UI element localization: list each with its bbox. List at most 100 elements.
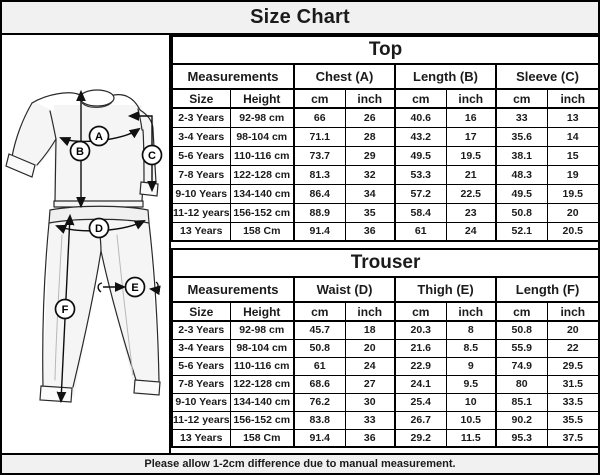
table-cell: 74.9 — [495, 356, 548, 376]
table-cell: 17 — [445, 126, 497, 147]
table-cell: 35.6 — [495, 126, 548, 147]
column-header: cm — [394, 88, 447, 109]
table-cell: 40.6 — [394, 107, 447, 128]
column-header: Size — [171, 301, 231, 322]
svg-text:A: A — [95, 131, 103, 143]
label-a-marker: A — [88, 125, 110, 147]
svg-text:D: D — [95, 223, 103, 235]
table-cell: 21.6 — [394, 338, 447, 358]
table-row: 11-12 years 156-152 cm 83.8 33 26.7 10.5 90.2 3… — [171, 410, 600, 430]
column-header: cm — [495, 88, 548, 109]
table-cell: 57.2 — [394, 183, 447, 204]
group-header-row: Measurements Chest (A) Length (B) Sleeve… — [171, 63, 600, 90]
table-cell: 7-8 Years — [171, 374, 231, 394]
collar — [79, 89, 115, 107]
table-cell: 50.8 — [495, 202, 548, 223]
table-cell: 5-6 Years — [171, 145, 231, 166]
table-cell: 34 — [344, 183, 396, 204]
table-title-row: Top — [171, 35, 600, 65]
sub-header-row: Size Height cm inch cm inch cm inch — [171, 301, 600, 322]
column-group-length: Length (F) — [494, 276, 600, 303]
table-cell: 85.1 — [495, 392, 548, 412]
table-row: 5-6 Years 110-116 cm 61 24 22.9 9 74.9 29.5 — [171, 356, 600, 376]
table-cell: 20.5 — [546, 221, 600, 242]
table-cell: 15 — [546, 145, 600, 166]
table-cell: 8 — [445, 320, 497, 340]
table-cell: 9 — [445, 356, 497, 376]
table-cell: 91.4 — [293, 428, 346, 448]
title-bar: Size Chart — [2, 2, 598, 35]
table-row: 7-8 Years 122-128 cm 68.6 27 24.1 9.5 80 31.5 — [171, 374, 600, 394]
table-cell: 24 — [445, 221, 497, 242]
table-cell: 35.5 — [546, 410, 600, 430]
table-cell: 52.1 — [495, 221, 548, 242]
table-cell: 29.2 — [394, 428, 447, 448]
table-cell: 20.3 — [394, 320, 447, 340]
table-cell: 66 — [293, 107, 346, 128]
table-row: 3-4 Years 98-104 cm 50.8 20 21.6 8.5 55.9 22 — [171, 338, 600, 358]
table-cell: 50.8 — [293, 338, 346, 358]
column-header: inch — [445, 88, 497, 109]
thigh-arrow-left-hook — [97, 282, 103, 293]
table-title: Trouser — [171, 248, 600, 278]
label-c-marker: C — [141, 144, 163, 166]
table-cell: 45.7 — [293, 320, 346, 340]
table-cell: 13 Years — [171, 428, 231, 448]
table-title: Top — [171, 35, 600, 65]
table-cell: 92-98 cm — [229, 107, 295, 128]
table-cell: 22 — [546, 338, 600, 358]
table-cell: 58.4 — [394, 202, 447, 223]
table-cell: 11-12 years — [171, 202, 231, 223]
table-cell: 33 — [495, 107, 548, 128]
table-cell: 21 — [445, 164, 497, 185]
top-size-table: Top Measurements Chest (A) Length (B) Sl… — [171, 35, 600, 242]
table-cell: 24.1 — [394, 374, 447, 394]
table-cell: 134-140 cm — [229, 392, 295, 412]
svg-text:F: F — [62, 304, 69, 316]
table-cell: 3-4 Years — [171, 338, 231, 358]
table-cell: 10 — [445, 392, 497, 412]
table-cell: 20 — [546, 202, 600, 223]
thigh-arrow-right-hook — [148, 281, 161, 296]
table-cell: 28 — [344, 126, 396, 147]
label-f-marker: F — [54, 298, 76, 320]
table-cell: 19 — [546, 164, 600, 185]
column-group-sleeve: Sleeve (C) — [494, 63, 600, 90]
table-cell: 2-3 Years — [171, 320, 231, 340]
table-cell: 13 Years — [171, 221, 231, 242]
table-cell: 19.5 — [546, 183, 600, 204]
table-cell: 32 — [344, 164, 396, 185]
svg-text:B: B — [76, 146, 84, 158]
svg-text:E: E — [131, 282, 138, 294]
size-tables-area: Top Measurements Chest (A) Length (B) Sl… — [171, 35, 600, 453]
table-cell: 122-128 cm — [229, 164, 295, 185]
table-cell: 29 — [344, 145, 396, 166]
table-cell: 53.3 — [394, 164, 447, 185]
table-cell: 2-3 Years — [171, 107, 231, 128]
table-cell: 83.8 — [293, 410, 346, 430]
table-cell: 5-6 Years — [171, 356, 231, 376]
top-table-body: 2-3 Years 92-98 cm 66 26 40.6 16 33 13 3-4 Years… — [171, 107, 600, 242]
table-cell: 9-10 Years — [171, 183, 231, 204]
table-cell: 30 — [344, 392, 396, 412]
table-cell: 73.7 — [293, 145, 346, 166]
table-cell: 95.3 — [495, 428, 548, 448]
table-cell: 33.5 — [546, 392, 600, 412]
column-header: cm — [495, 301, 548, 322]
table-cell: 35 — [344, 202, 396, 223]
table-cell: 10.5 — [445, 410, 497, 430]
column-group-waist: Waist (D) — [293, 276, 396, 303]
column-group-measurements: Measurements — [171, 63, 295, 90]
table-cell: 36 — [344, 428, 396, 448]
table-cell: 31.5 — [546, 374, 600, 394]
table-cell: 156-152 cm — [229, 202, 295, 223]
table-cell: 22.9 — [394, 356, 447, 376]
table-cell: 38.1 — [495, 145, 548, 166]
table-cell: 20 — [344, 338, 396, 358]
table-row: 9-10 Years 134-140 cm 86.4 34 57.2 22.5 49.5 19… — [171, 183, 600, 204]
table-cell: 49.5 — [394, 145, 447, 166]
table-cell: 20 — [546, 320, 600, 340]
table-cell: 91.4 — [293, 221, 346, 242]
garment-diagram-panel: A B C D E F — [2, 35, 171, 453]
